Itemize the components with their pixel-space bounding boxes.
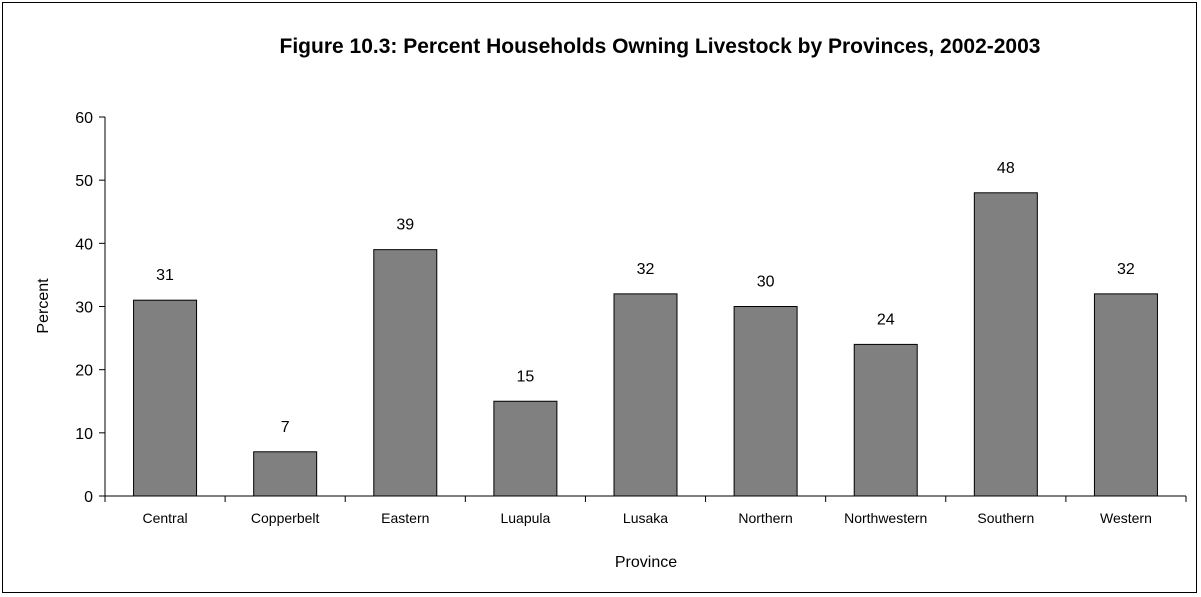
bar <box>493 400 558 497</box>
bar-value-label: 30 <box>757 274 775 291</box>
x-category-label: Western <box>1100 510 1152 526</box>
bar <box>733 306 798 497</box>
y-tick-label: 10 <box>75 426 93 443</box>
bar <box>133 299 198 497</box>
x-category-label: Northern <box>738 510 792 526</box>
data-labels: 31 7 39 15 32 30 24 48 32 <box>156 160 1135 436</box>
bar <box>853 343 918 497</box>
chart-title: Figure 10.3: Percent Households Owning L… <box>279 35 1041 58</box>
bar <box>253 451 318 497</box>
bar-value-label: 48 <box>997 160 1015 177</box>
x-category-label: Northwestern <box>844 510 927 526</box>
y-tick-label: 60 <box>75 110 93 127</box>
bar <box>613 293 678 497</box>
bar-value-label: 15 <box>516 368 534 385</box>
y-axis-title: Percent <box>35 278 52 334</box>
x-category-label: Luapula <box>500 510 550 526</box>
x-category-label: Lusaka <box>623 510 668 526</box>
y-tick-label: 20 <box>75 363 93 380</box>
bar-value-label: 7 <box>281 419 290 436</box>
bar <box>973 192 1038 497</box>
y-tick-label: 50 <box>75 173 93 190</box>
y-axis: 0 10 20 30 40 50 60 <box>75 110 106 506</box>
y-tick-label: 0 <box>84 489 93 506</box>
bar-value-label: 31 <box>156 267 174 284</box>
y-tick-label: 30 <box>75 300 93 317</box>
bar-value-label: 24 <box>877 311 895 328</box>
bar-value-label: 32 <box>637 261 655 278</box>
x-category-label: Eastern <box>381 510 429 526</box>
bars <box>133 192 1158 497</box>
bar-value-label: 39 <box>396 217 414 234</box>
x-category-label: Southern <box>977 510 1034 526</box>
bar-value-label: 32 <box>1117 261 1135 278</box>
x-axis-title: Province <box>615 554 677 571</box>
bar <box>1093 293 1158 497</box>
y-tick-label: 40 <box>75 236 93 253</box>
bar <box>373 249 438 497</box>
x-category-label: Copperbelt <box>251 510 320 526</box>
x-axis: Central Copperbelt Eastern Luapula Lusaka Nor… <box>104 495 1187 526</box>
x-category-label: Central <box>142 510 187 526</box>
